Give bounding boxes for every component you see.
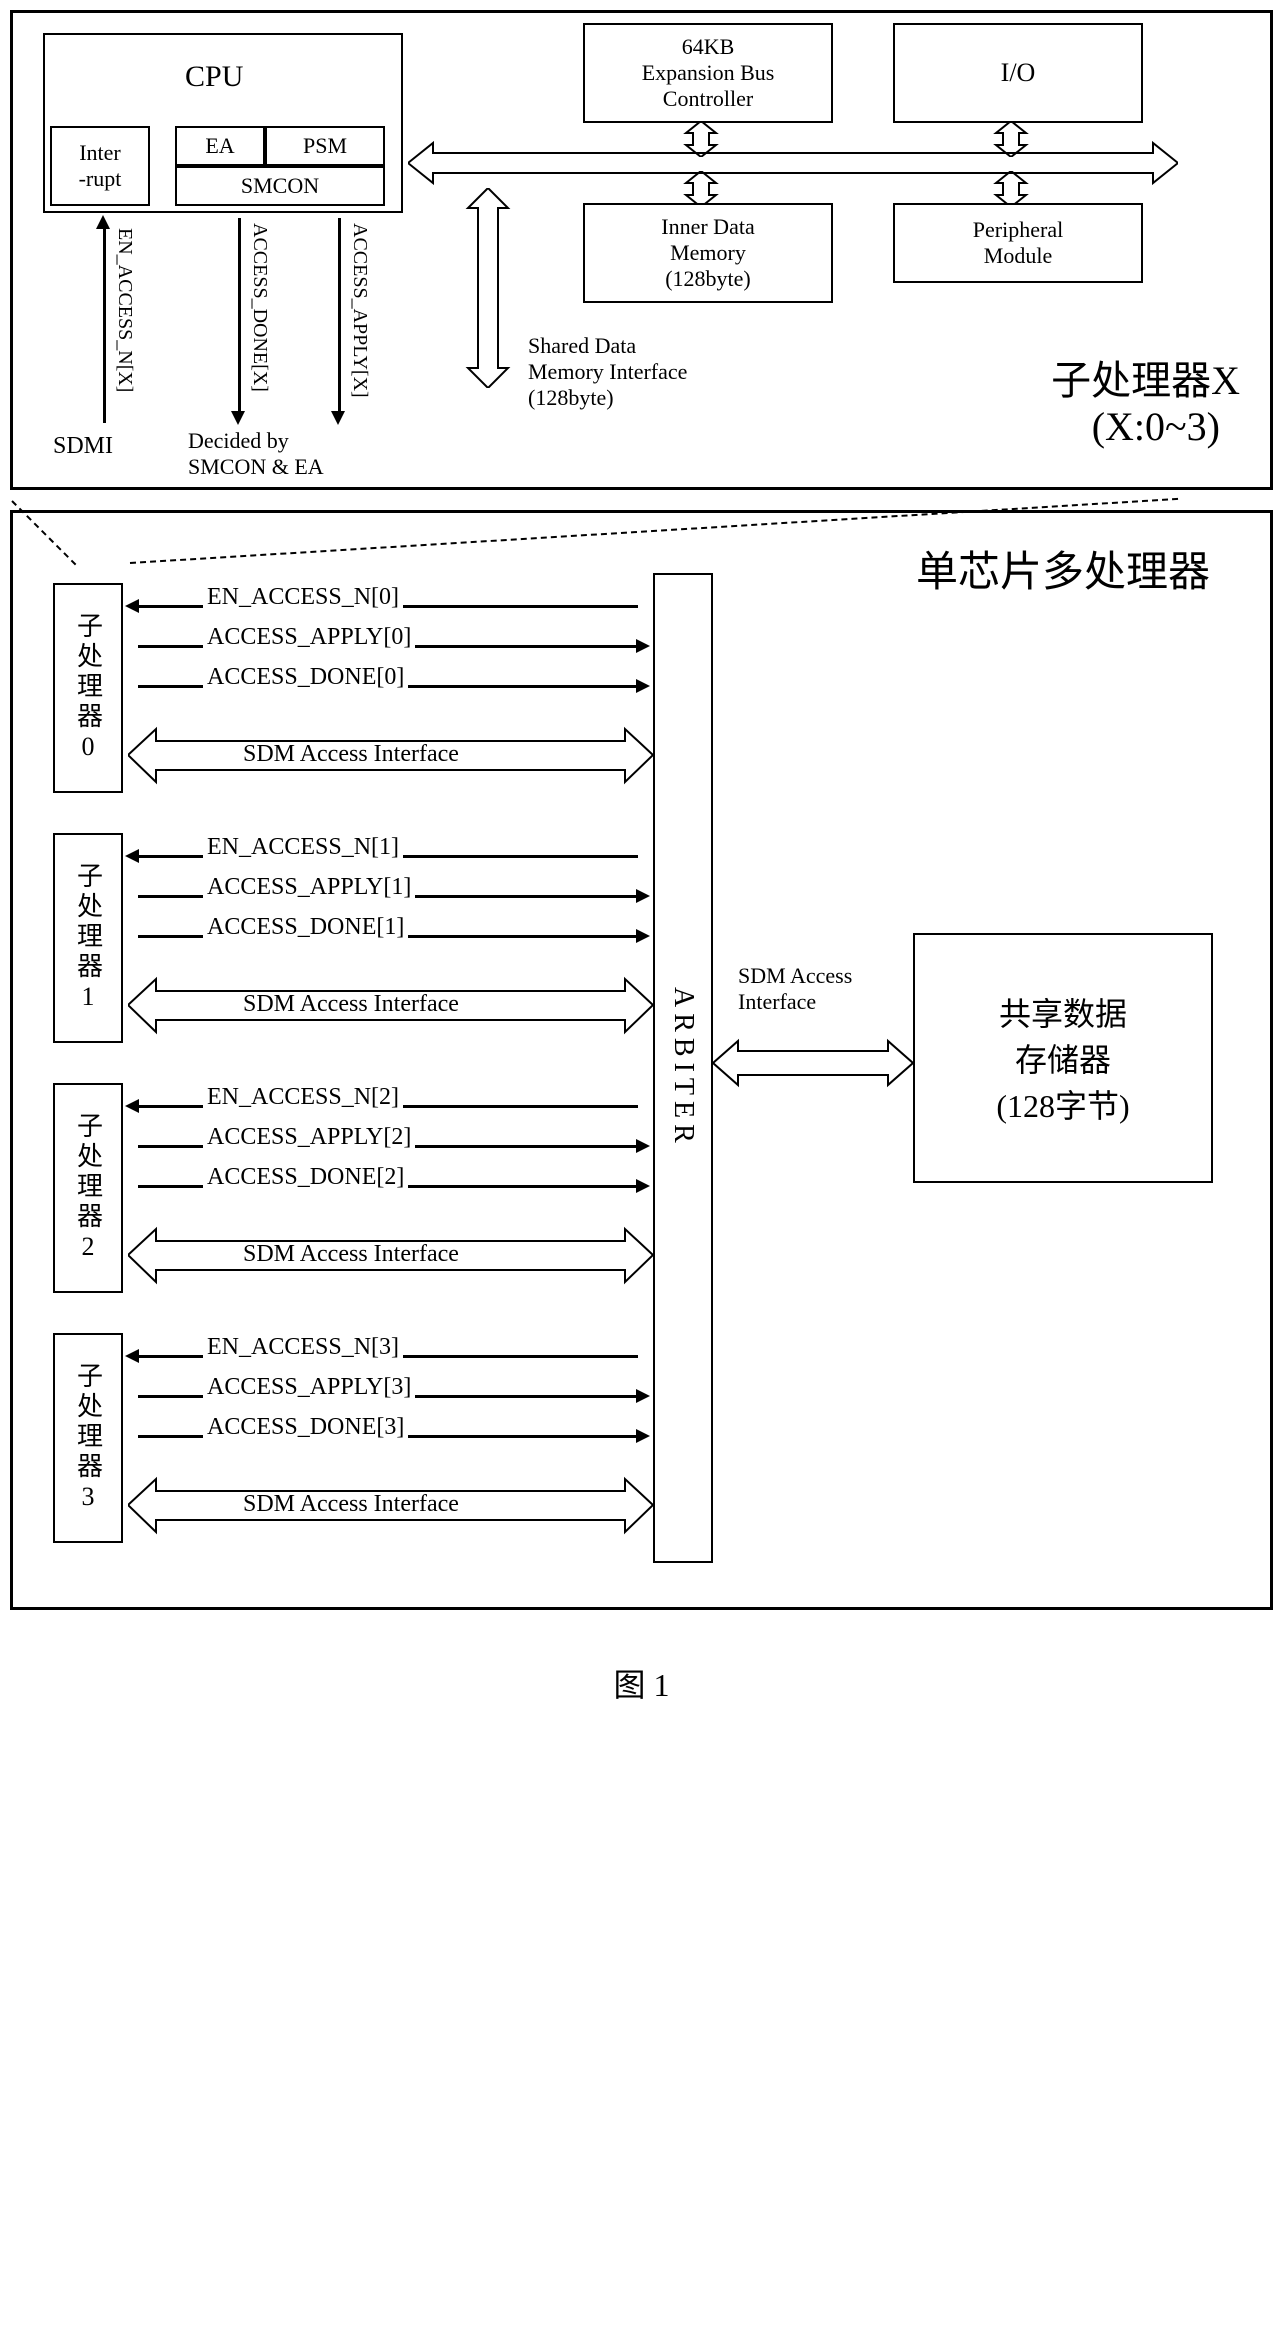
- sig-done-1-label: ACCESS_DONE[1]: [203, 914, 408, 941]
- sig-en-2-arrowhead: [125, 1099, 139, 1113]
- subprocessor-group-2: 子处理器2 EN_ACCESS_N[2] ACCESS_APPLY[2] ACCESS…: [13, 1073, 713, 1313]
- io-bus-arrow: [991, 121, 1031, 157]
- smcon-block: SMCON: [175, 166, 385, 206]
- sig-apply-0-label: ACCESS_APPLY[0]: [203, 624, 415, 651]
- sig-en-2-label: EN_ACCESS_N[2]: [203, 1084, 403, 1111]
- sdm-interface-2-label: SDM Access Interface: [243, 1241, 459, 1268]
- sig-done-3-label: ACCESS_DONE[3]: [203, 1414, 408, 1441]
- cpu-block: CPU Inter -rupt EA PSM SMCON: [43, 33, 403, 213]
- subprocessor-3-block: 子处理器3: [53, 1333, 123, 1543]
- access-done-arrowhead: [231, 411, 245, 425]
- access-done-line: [238, 218, 241, 413]
- sig-en-0-arrowhead: [125, 599, 139, 613]
- peripheral-module-block: Peripheral Module: [893, 203, 1143, 283]
- subprocessor-2-label: 子处理器2: [70, 1112, 107, 1265]
- sig-done-2-label: ACCESS_DONE[2]: [203, 1164, 408, 1191]
- sig-en-access: EN_ACCESS_N[X]: [113, 228, 136, 392]
- sig-access-done: ACCESS_DONE[X]: [248, 223, 271, 392]
- sig-access-apply: ACCESS_APPLY[X]: [348, 223, 371, 398]
- decided-text: Decided by SMCON & EA: [188, 428, 324, 480]
- multiprocessor-title: 单芯片多处理器: [916, 538, 1210, 599]
- sig-done-0-label: ACCESS_DONE[0]: [203, 664, 408, 691]
- en-access-line: [103, 228, 106, 423]
- sig-done-3-arrowhead: [636, 1429, 650, 1443]
- sig-apply-0-arrowhead: [636, 639, 650, 653]
- subprocessor-title: 子处理器X: [1051, 348, 1240, 406]
- idm-bus-arrow: [681, 171, 721, 207]
- en-access-arrowhead: [96, 215, 110, 229]
- shared-memory-block: 共享数据 存储器 (128字节): [913, 933, 1213, 1183]
- sig-en-0-label: EN_ACCESS_N[0]: [203, 584, 403, 611]
- ebc-block: 64KB Expansion Bus Controller: [583, 23, 833, 123]
- subprocessor-2-block: 子处理器2: [53, 1083, 123, 1293]
- sdm-interface-1-label: SDM Access Interface: [243, 991, 459, 1018]
- subprocessor-0-label: 子处理器0: [70, 612, 107, 765]
- sdmi-label: Shared Data Memory Interface (128byte): [528, 333, 687, 411]
- ebc-bus-arrow: [681, 121, 721, 157]
- subprocessor-group-1: 子处理器1 EN_ACCESS_N[1] ACCESS_APPLY[1] ACCESS…: [13, 823, 713, 1063]
- subprocessor-0-block: 子处理器0: [53, 583, 123, 793]
- sig-apply-1-arrowhead: [636, 889, 650, 903]
- sig-apply-3-arrowhead: [636, 1389, 650, 1403]
- cpu-label: CPU: [185, 60, 243, 94]
- subprocessor-group-3: 子处理器3 EN_ACCESS_N[3] ACCESS_APPLY[3] ACCESS…: [13, 1323, 713, 1563]
- access-apply-line: [338, 218, 341, 413]
- sig-apply-2-label: ACCESS_APPLY[2]: [203, 1124, 415, 1151]
- subprocessor-group-0: 子处理器0 EN_ACCESS_N[0] ACCESS_APPLY[0] ACCESS…: [13, 573, 713, 813]
- main-bus: [408, 138, 1178, 188]
- arbiter-mem-arrow: [713, 1033, 913, 1093]
- ea-block: EA: [175, 126, 265, 166]
- sdm-interface-3-label: SDM Access Interface: [243, 1491, 459, 1518]
- sig-en-3-label: EN_ACCESS_N[3]: [203, 1334, 403, 1361]
- inner-data-memory-block: Inner Data Memory (128byte): [583, 203, 833, 303]
- access-apply-arrowhead: [331, 411, 345, 425]
- sig-en-1-label: EN_ACCESS_N[1]: [203, 834, 403, 861]
- multiprocessor-diagram: 单芯片多处理器 ARBITER 共享数据 存储器 (128字节) SDM Acc…: [10, 510, 1273, 1610]
- subprocessor-1-label: 子处理器1: [70, 862, 107, 1015]
- figure-caption: 图 1: [10, 1660, 1273, 1706]
- sig-en-3-arrowhead: [125, 1349, 139, 1363]
- sig-apply-1-label: ACCESS_APPLY[1]: [203, 874, 415, 901]
- interrupt-block: Inter -rupt: [50, 126, 150, 206]
- sdmi-text: SDMI: [53, 433, 113, 460]
- sig-done-0-arrowhead: [636, 679, 650, 693]
- subprocessor-3-label: 子处理器3: [70, 1362, 107, 1515]
- sdm-interface-0-label: SDM Access Interface: [243, 741, 459, 768]
- sig-apply-3-label: ACCESS_APPLY[3]: [203, 1374, 415, 1401]
- sdmi-arrow: [458, 188, 518, 388]
- io-block: I/O: [893, 23, 1143, 123]
- sig-en-1-arrowhead: [125, 849, 139, 863]
- subprocessor-subtitle: (X:0~3): [1092, 403, 1220, 450]
- sig-done-1-arrowhead: [636, 929, 650, 943]
- pm-bus-arrow: [991, 171, 1031, 207]
- sig-done-2-arrowhead: [636, 1179, 650, 1193]
- sig-apply-2-arrowhead: [636, 1139, 650, 1153]
- subprocessor-1-block: 子处理器1: [53, 833, 123, 1043]
- arbiter-mem-label: SDM Access Interface: [738, 963, 852, 1015]
- subprocessor-detail-diagram: CPU Inter -rupt EA PSM SMCON 64KB Expans…: [10, 10, 1273, 490]
- psm-block: PSM: [265, 126, 385, 166]
